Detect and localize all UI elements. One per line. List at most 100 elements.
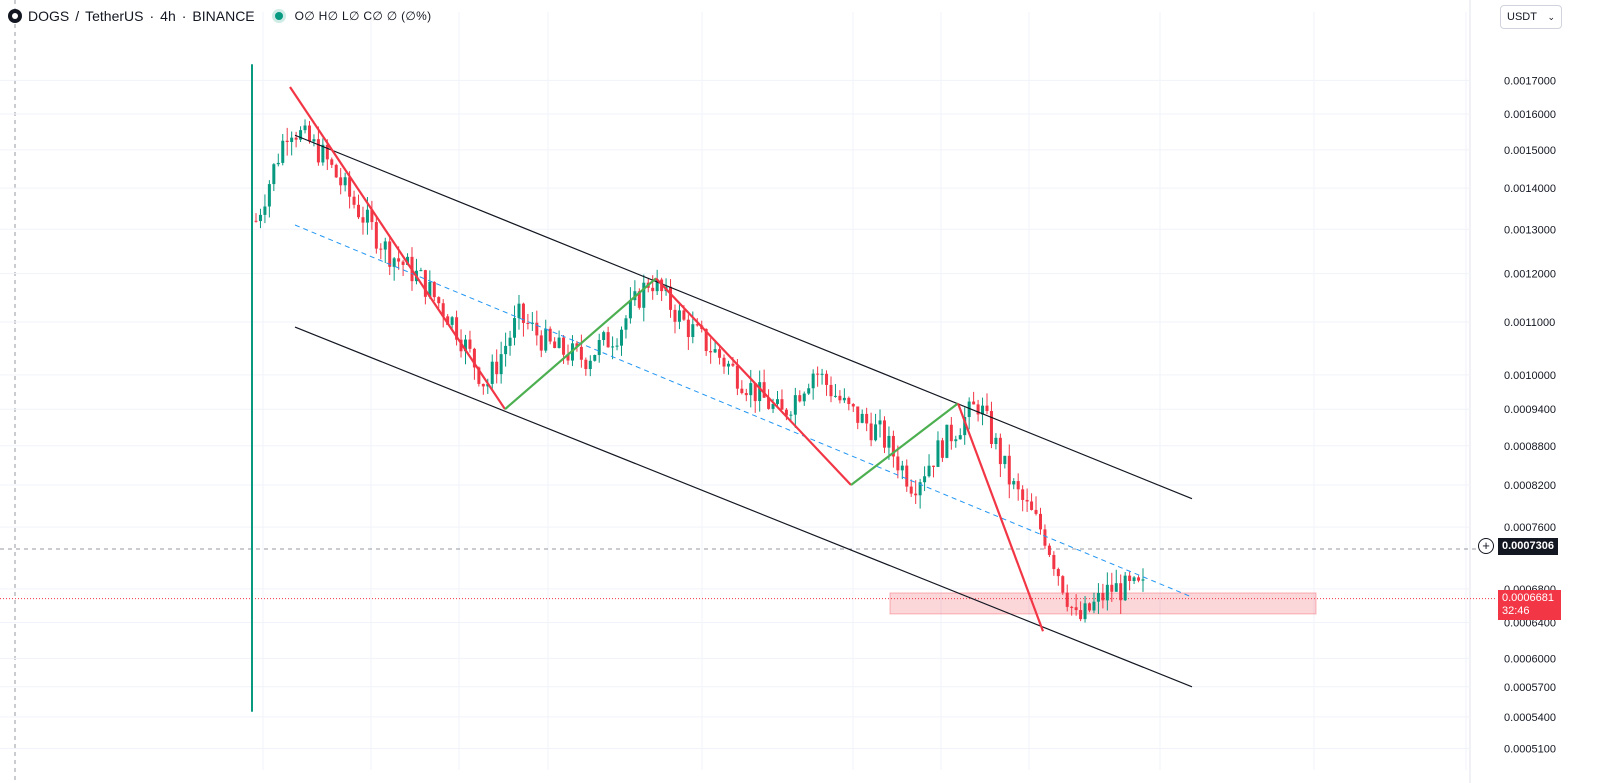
candle-body: [860, 413, 864, 423]
candle-body: [267, 184, 271, 207]
candle-body: [343, 177, 347, 186]
quote-name: TetherUS: [85, 8, 144, 24]
candle-body: [1038, 513, 1042, 530]
candle-body: [1025, 499, 1029, 502]
candle-body: [882, 420, 886, 448]
chevron-down-icon: ⌄: [1547, 11, 1555, 22]
candle-body: [673, 309, 677, 322]
last-price-label: 0.0006681 32:46: [1498, 590, 1561, 620]
candle-body: [945, 424, 949, 458]
candle-body: [740, 388, 744, 394]
candle-body: [370, 209, 374, 223]
candle-body: [1141, 579, 1145, 581]
candle-body: [802, 393, 806, 402]
price-tick-label: 0.0011000: [1504, 317, 1555, 329]
candle-body: [593, 354, 597, 361]
candle-body: [793, 395, 797, 415]
candle-body: [744, 393, 748, 396]
price-tick-label: 0.0015000: [1504, 145, 1556, 157]
candle-body: [365, 209, 369, 223]
price-tick-label: 0.0006000: [1504, 653, 1556, 665]
zigzag-leg-down: [655, 277, 852, 486]
candle-body: [303, 125, 307, 131]
candle-body: [1114, 583, 1118, 592]
candle-body: [1123, 575, 1127, 601]
candle-body: [967, 401, 971, 418]
candle-body: [811, 373, 815, 389]
candle-body: [562, 337, 566, 355]
dogs-logo-icon: [8, 9, 22, 23]
candle-body: [575, 343, 579, 347]
symbol-name: DOGS: [28, 8, 70, 24]
candle-body: [981, 405, 985, 415]
candle-body: [539, 335, 543, 351]
candle-body: [477, 367, 481, 384]
market-status-icon: [274, 12, 283, 20]
candle-body: [606, 332, 610, 348]
candle-body: [914, 493, 918, 496]
separator-dot: ·: [149, 8, 155, 24]
drawing-tools: [289, 86, 1193, 688]
candle-body: [954, 439, 958, 442]
price-tick-label: 0.0005100: [1504, 744, 1556, 756]
candle-body: [290, 137, 294, 143]
zigzag-leg-down: [289, 86, 506, 410]
candle-body: [423, 270, 427, 297]
candle-body: [994, 437, 998, 445]
candle-body: [932, 465, 936, 467]
candle-body: [1021, 489, 1025, 500]
candle-body: [1034, 509, 1038, 514]
last-price-text: 0.0006681: [1502, 592, 1554, 604]
separator-dot: ·: [181, 8, 187, 24]
exchange-label: BINANCE: [192, 8, 255, 24]
crosshair-price-text: 0.0007306: [1502, 540, 1554, 552]
candle-body: [695, 324, 699, 326]
price-tick-label: 0.0009400: [1504, 404, 1556, 416]
candle-body: [325, 144, 329, 160]
candle-body: [847, 397, 851, 404]
candle-body: [584, 359, 588, 370]
candle-body: [1056, 569, 1060, 577]
candle-body: [276, 162, 280, 165]
candle-body: [508, 337, 512, 346]
currency-selector[interactable]: USDT ⌄: [1500, 5, 1562, 29]
candle-body: [285, 140, 289, 143]
candle-body: [874, 424, 878, 441]
candle-body: [771, 403, 775, 409]
candle-body: [321, 144, 325, 163]
candle-body: [691, 324, 695, 338]
candle-body: [361, 217, 365, 223]
candle-body: [406, 256, 410, 265]
candle-body: [548, 328, 552, 342]
candle-body: [535, 322, 539, 336]
candle-body: [891, 435, 895, 457]
price-tick-label: 0.0008200: [1504, 480, 1556, 492]
interval-label: 4h: [160, 8, 176, 24]
ohlc-values: O∅ H∅ L∅ C∅ ∅ (∅%): [294, 9, 432, 23]
candle-body: [749, 383, 753, 396]
candle-body: [499, 354, 503, 375]
candle-body: [544, 328, 548, 351]
candle-body: [865, 413, 869, 424]
candle-body: [1092, 601, 1096, 611]
candle-body: [432, 281, 436, 298]
candle-body: [419, 270, 423, 272]
plus-circle-icon[interactable]: +: [1478, 538, 1494, 554]
price-tick-label: 0.0012000: [1504, 269, 1556, 281]
candle-body: [869, 423, 873, 441]
candle-body: [1065, 592, 1069, 607]
candle-body: [334, 164, 338, 178]
candle-body: [1003, 455, 1007, 465]
symbol-legend[interactable]: DOGS / TetherUS · 4h · BINANCE O∅ H∅ L∅ …: [8, 6, 431, 26]
candle-body: [1110, 584, 1114, 592]
candle-body: [927, 465, 931, 477]
candle-body: [709, 351, 713, 353]
candle-body: [682, 310, 686, 320]
candle-body: [374, 222, 378, 249]
candle-body: [669, 286, 673, 310]
symbol-separator: /: [75, 8, 80, 24]
candle-body: [909, 486, 913, 494]
candle-body: [838, 395, 842, 401]
candle-body: [753, 383, 757, 402]
